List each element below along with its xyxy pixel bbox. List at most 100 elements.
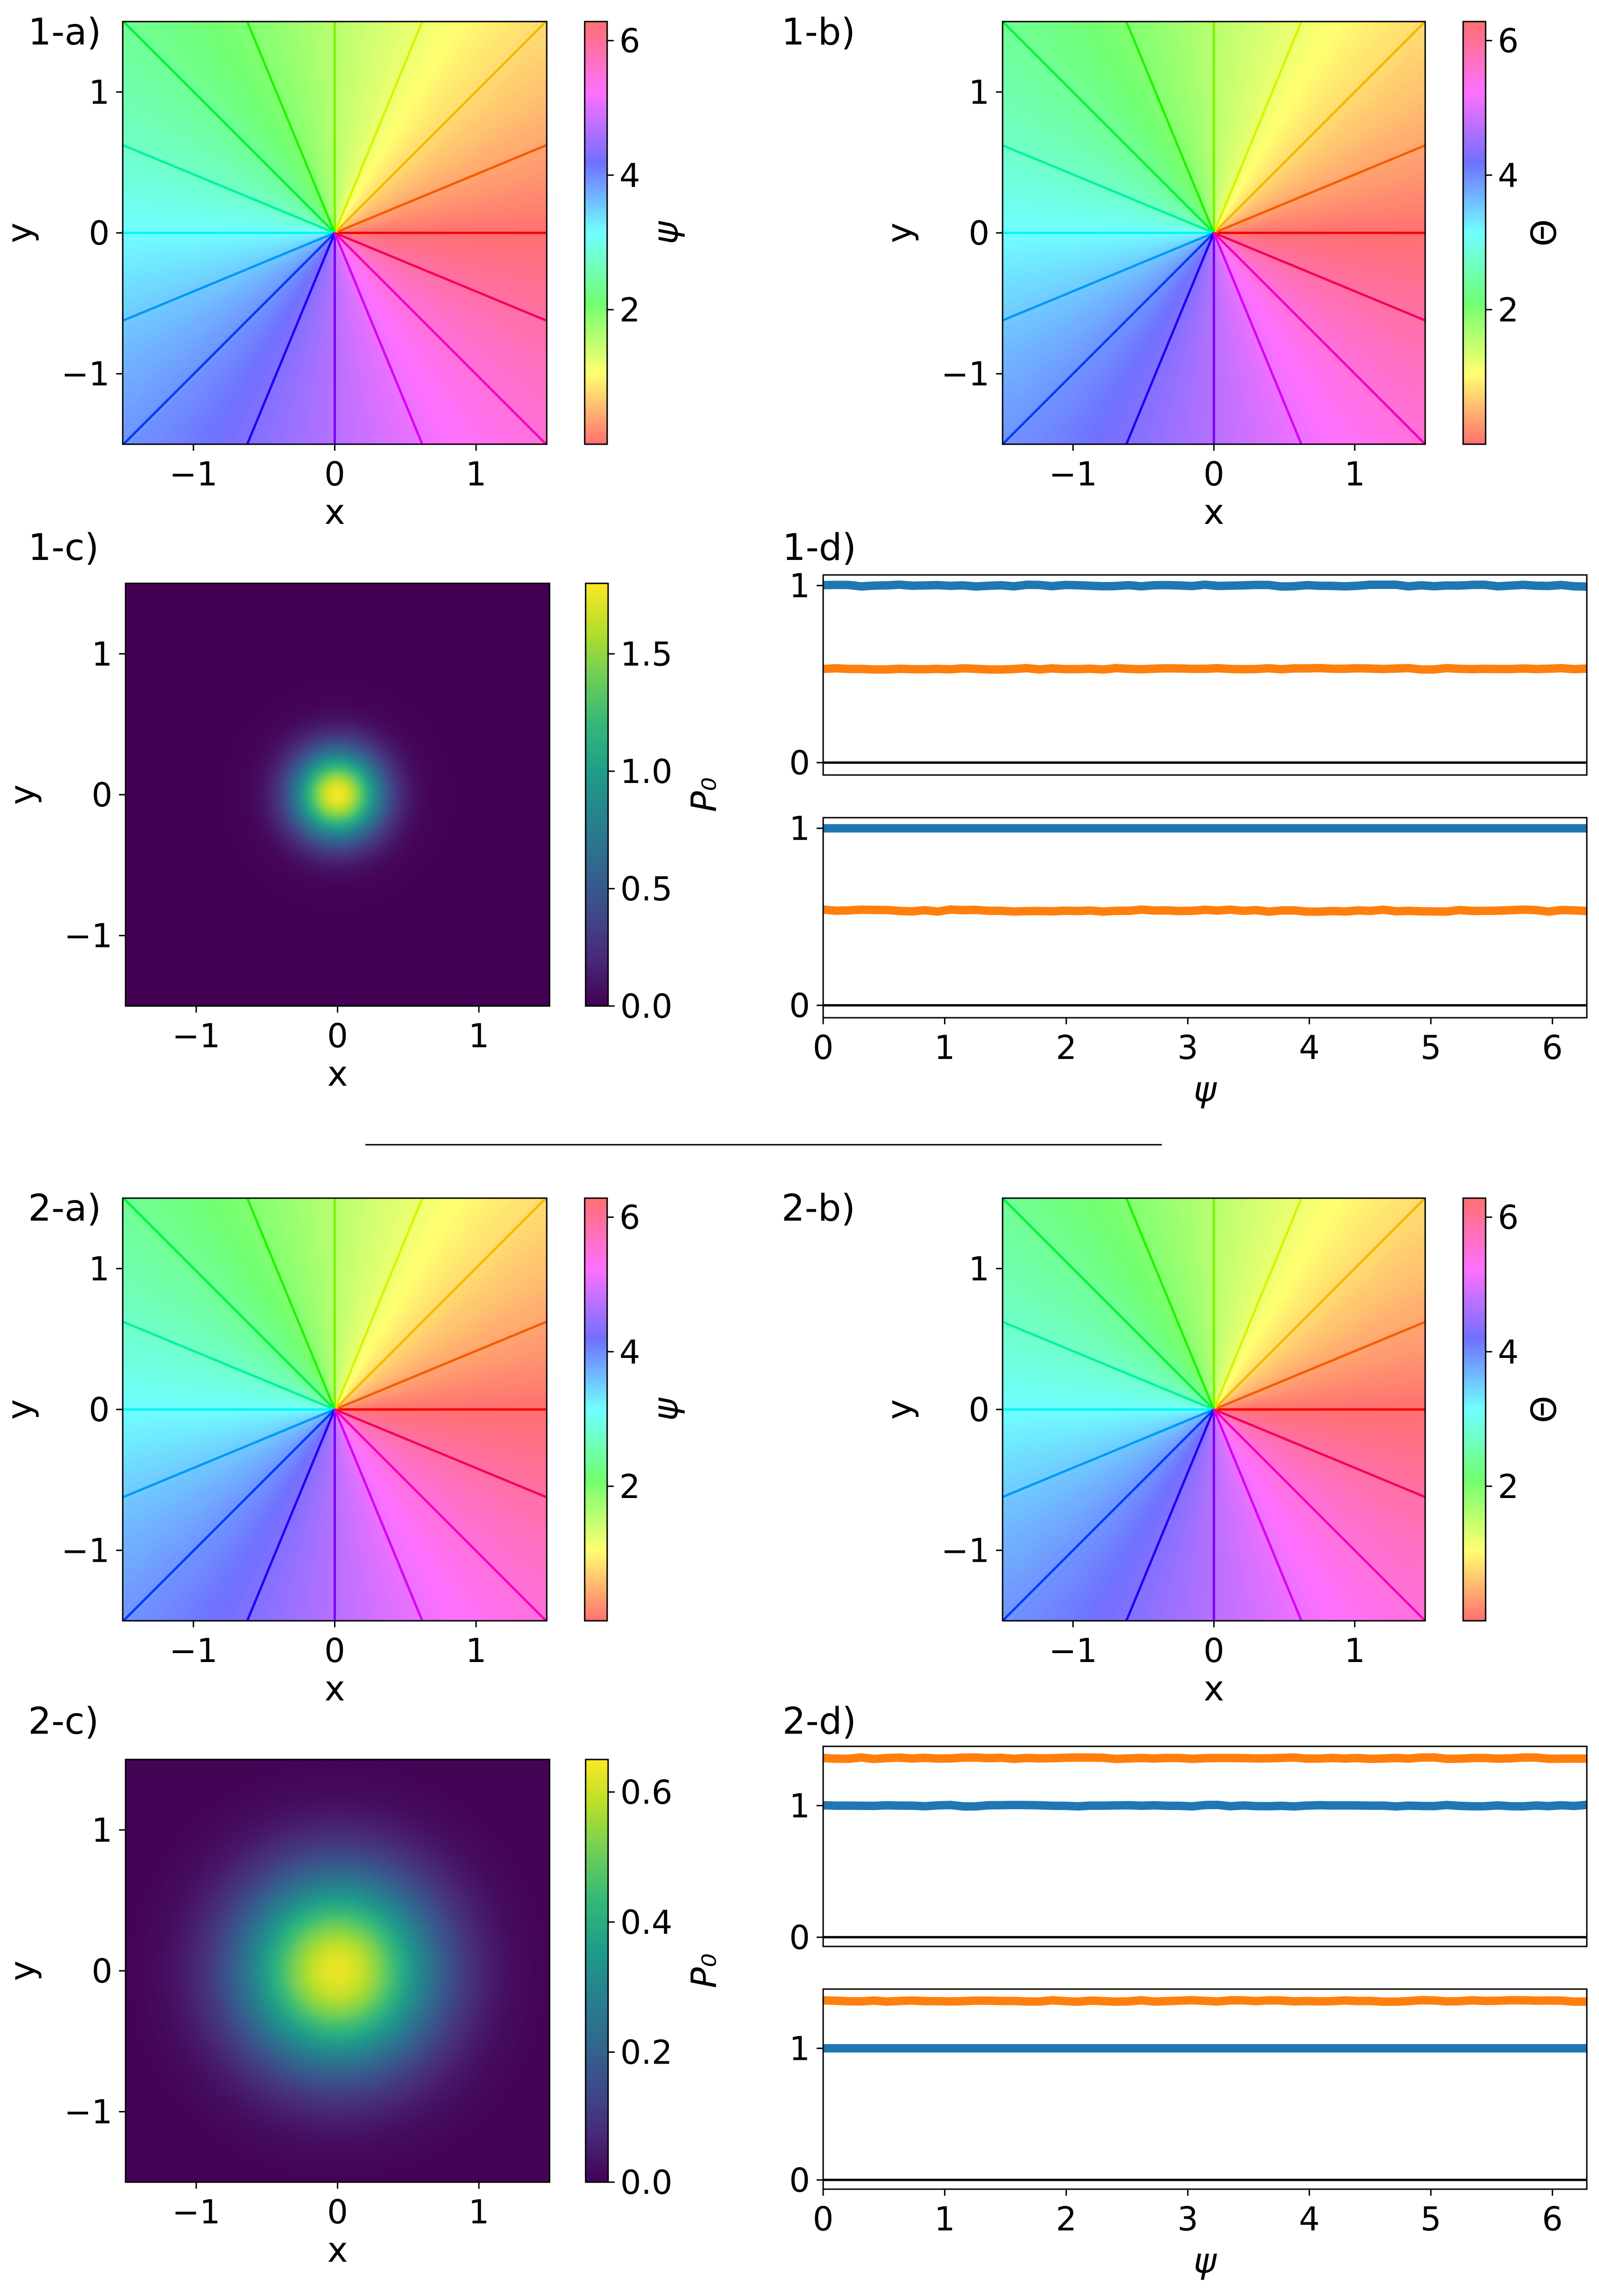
phase-wedge	[123, 1266, 335, 1409]
colorbar-tick-label: 0.0	[620, 2163, 672, 2202]
phase-wedge	[123, 1372, 335, 1409]
contour-line	[334, 1320, 547, 1411]
contour-line	[334, 22, 547, 234]
phase-wedge	[1214, 1409, 1425, 1575]
phase-wedge	[1214, 22, 1379, 233]
phase-wedge	[335, 233, 547, 302]
colorbar-tick-label: 2	[1498, 291, 1519, 329]
phase-wedge	[123, 28, 335, 233]
phase-wedge	[335, 1409, 547, 1447]
phase-wedge	[1206, 1409, 1214, 1621]
phase-wedge	[335, 22, 364, 233]
y-tick-label: 0	[91, 1952, 112, 1990]
phase-wedge	[1023, 1198, 1214, 1409]
contour-line	[1003, 144, 1214, 234]
contour-line	[123, 1320, 335, 1411]
phase-wedge	[1214, 233, 1425, 365]
phase-wedge	[335, 1198, 525, 1409]
phase-wedge	[335, 22, 357, 233]
colorbar-label: Θ	[1524, 1396, 1564, 1423]
panel-1-d-bottom: 0 1 0 1 2 3 4 5 6 ψ	[789, 810, 1588, 1110]
phase-wedge	[290, 233, 335, 444]
phase-wedge	[266, 1409, 335, 1621]
contour-line	[245, 1198, 336, 1410]
phase-wedge	[157, 233, 335, 444]
panel-label: 1-a)	[28, 11, 101, 53]
contour-line	[1212, 232, 1303, 444]
panel-1-b: −1 0 1 −1 0 1 x y 2 4 6 Θ 1-b)	[781, 11, 1564, 532]
phase-wedge	[1003, 1409, 1214, 1615]
y-tick-label: −1	[941, 1532, 989, 1570]
contour-line	[123, 22, 336, 234]
plot-frame	[822, 1988, 1588, 2190]
colorbar-label: P₀	[684, 1953, 724, 1988]
phase-wedge	[1003, 55, 1214, 233]
contour-line	[123, 1408, 335, 1499]
contour-line	[1003, 1409, 1215, 1621]
colorbar-tick-label: 0.2	[620, 2033, 672, 2072]
y-tick-label: −1	[64, 2093, 112, 2132]
colorbar-tick-label: 0.0	[620, 987, 672, 1026]
phase-wedge	[123, 138, 335, 233]
phase-wedge	[335, 233, 547, 356]
phase-wedge	[335, 1409, 547, 1479]
phase-wedge	[222, 1409, 335, 1621]
phase-wedge	[335, 1409, 547, 1532]
phase-wedge	[1214, 1409, 1425, 1462]
phase-wedge	[1184, 1409, 1214, 1621]
phase-wedge	[1214, 1409, 1425, 1587]
y-tick-label: 1	[968, 73, 989, 112]
x-tick-label: 0	[327, 2193, 348, 2231]
phase-wedge	[1161, 1409, 1214, 1621]
x-tick-label: 0	[1204, 1632, 1225, 1670]
phase-wedge	[266, 233, 335, 444]
phase-wedge	[1023, 1409, 1214, 1621]
panel-label: 2-b)	[781, 1187, 855, 1230]
x-tick-label: 1	[466, 455, 487, 493]
contour-line	[334, 231, 547, 322]
phase-wedge	[1003, 1364, 1214, 1409]
phase-wedge	[1214, 1409, 1425, 1478]
phase-wedge	[1214, 1409, 1425, 1614]
x-tick-label: 2	[1056, 2200, 1077, 2238]
x-tick-label: −1	[1049, 455, 1097, 493]
phase-wedge	[335, 1198, 387, 1409]
colorbar-tick-label: 6	[1498, 1199, 1519, 1237]
y-tick-label: 0	[789, 744, 810, 783]
x-tick-label: −1	[169, 455, 217, 493]
phase-wedge	[1214, 1409, 1425, 1417]
x-tick-label: 1	[466, 1632, 487, 1670]
contour-line	[123, 1409, 336, 1621]
contour-line	[1213, 231, 1425, 322]
contour-line	[1125, 232, 1215, 444]
phase-wedge	[123, 1306, 335, 1409]
phase-wedge	[181, 1409, 335, 1621]
phase-wedge	[327, 1409, 335, 1621]
phase-wedge	[1082, 233, 1214, 444]
colorbar	[585, 1759, 609, 2183]
phase-wedge	[1214, 233, 1425, 410]
phase-wedge	[1003, 1332, 1214, 1409]
phase-wedge	[1003, 1277, 1214, 1409]
contour-line	[1212, 1198, 1303, 1410]
phase-wedge	[1214, 22, 1418, 233]
contour-line	[334, 22, 424, 233]
contour-line	[334, 143, 547, 234]
phase-wedge	[123, 1231, 335, 1409]
phase-wedge	[1003, 1409, 1214, 1425]
contour-line	[245, 1409, 336, 1621]
phase-wedge	[335, 22, 412, 233]
phase-wedge	[1003, 120, 1214, 233]
phase-wedge	[1003, 1219, 1214, 1409]
phase-wedge	[327, 233, 335, 444]
density-field	[126, 1759, 550, 2182]
phase-wedge	[1003, 225, 1214, 233]
x-tick-label: 0	[324, 1632, 345, 1670]
contour-line	[1003, 1320, 1214, 1411]
phase-wedge	[334, 1198, 342, 1409]
panel-2-a: −1 0 1 −1 0 1 x y 2 4 6 ψ 2-a)	[0, 1187, 686, 1709]
series-line	[823, 1996, 1587, 2006]
x-axis-label: x	[1204, 1669, 1224, 1709]
phase-wedge	[192, 233, 335, 444]
x-tick-label: 5	[1421, 2200, 1442, 2238]
